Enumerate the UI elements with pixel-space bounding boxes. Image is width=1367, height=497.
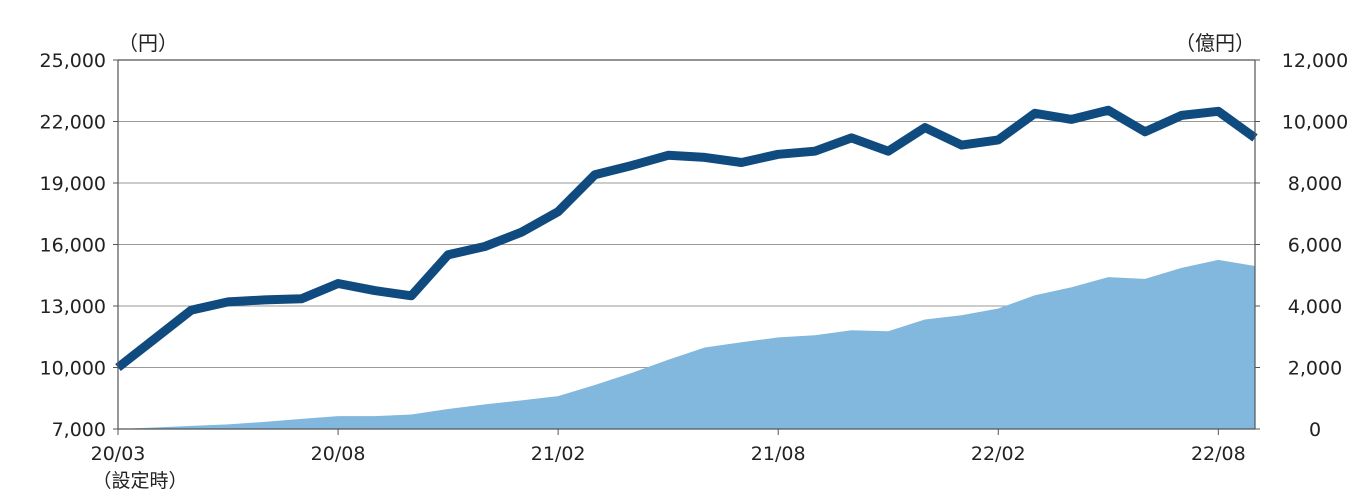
left-tick-label: 7,000: [52, 419, 106, 441]
nav-line-layer: [115, 105, 1258, 372]
left-tick-label: 22,000: [40, 112, 106, 134]
right-tick-label: 2,000: [1288, 358, 1342, 380]
nav-line: [115, 105, 1258, 372]
right-axis-ticks: 0 2,000 4,000 6,000 8,000 10,000 12,000: [1255, 50, 1348, 441]
left-tick-label: 25,000: [40, 50, 106, 72]
x-axis-ticks: 20/03 （設定時） 20/08 21/02 21/08 22/02 22/08: [91, 429, 1246, 492]
left-tick-label: 10,000: [40, 358, 106, 380]
x-tick-label: 21/08: [751, 443, 806, 465]
net-assets-area: [118, 259, 1255, 429]
x-tick-sublabel: （設定時）: [92, 470, 187, 492]
left-tick-label: 13,000: [40, 296, 106, 318]
right-tick-label: 4,000: [1288, 296, 1342, 318]
right-tick-label: 10,000: [1282, 112, 1348, 134]
x-tick-label: 22/08: [1191, 443, 1246, 465]
right-tick-label: 8,000: [1288, 173, 1342, 195]
net-assets-area-layer: [118, 259, 1255, 429]
left-axis-unit: （円）: [118, 31, 178, 55]
left-axis-ticks: 7,000 10,000 13,000 16,000 19,000 22,000 25,00…: [40, 50, 118, 441]
left-tick-label: 16,000: [40, 235, 106, 257]
right-axis-unit: （億円）: [1175, 31, 1255, 55]
x-tick-label: 20/03: [91, 443, 146, 465]
right-tick-label: 6,000: [1288, 235, 1342, 257]
right-tick-label: 12,000: [1282, 50, 1348, 72]
x-tick-label: 21/02: [531, 443, 586, 465]
x-tick-label: 22/02: [971, 443, 1026, 465]
x-tick-label: 20/08: [311, 443, 366, 465]
left-tick-label: 19,000: [40, 173, 106, 195]
right-tick-label: 0: [1309, 419, 1321, 441]
